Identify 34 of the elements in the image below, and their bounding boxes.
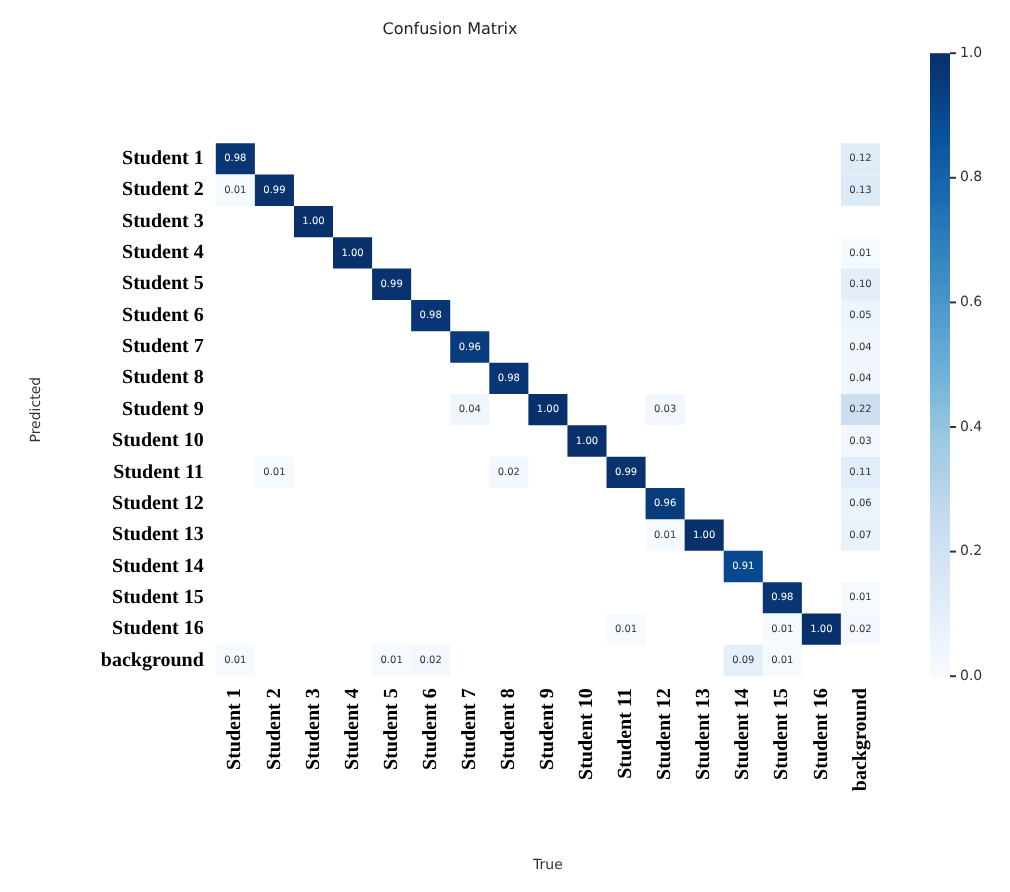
x-tick-label: Student 16 [810, 688, 833, 780]
x-tick-label: Student 7 [458, 688, 481, 770]
y-tick-label: Student 16 [112, 618, 204, 641]
x-tick-label: Student 14 [732, 688, 755, 780]
y-tick-label: Student 13 [112, 524, 204, 547]
y-tick-label: Student 2 [122, 179, 204, 202]
y-tick-label: Student 15 [112, 586, 204, 609]
y-tick-label: Student 5 [122, 273, 204, 296]
y-tick-label: Student 6 [122, 304, 204, 327]
x-tick-label: Student 3 [302, 688, 325, 770]
x-tick-label: Student 8 [497, 688, 520, 770]
x-tick-label: Student 10 [576, 688, 599, 780]
y-tick-label: Student 8 [122, 367, 204, 390]
x-tick-label: Student 2 [263, 688, 286, 770]
y-tick-label: Student 4 [122, 242, 204, 265]
y-tick-label: Student 12 [112, 492, 204, 515]
x-tick-label: Student 6 [419, 688, 442, 770]
x-tick-label: Student 13 [693, 688, 716, 780]
x-tick-label: Student 15 [771, 688, 794, 780]
y-tick-label: Student 9 [122, 398, 204, 421]
y-tick-label: Student 1 [122, 148, 204, 171]
y-tick-label: Student 11 [113, 461, 204, 484]
y-tick-label: Student 7 [122, 336, 204, 359]
x-tick-label: Student 5 [380, 688, 403, 770]
x-tick-label: Student 9 [537, 688, 560, 770]
chart-title: Confusion Matrix [382, 19, 519, 38]
x-tick-label: Student 12 [654, 688, 677, 780]
y-tick-label: Student 3 [122, 210, 204, 233]
x-tick-label: background [849, 687, 872, 792]
y-tick-label: Student 14 [112, 555, 204, 578]
y-tick-label: Student 10 [112, 430, 204, 453]
x-tick-label: Student 11 [615, 688, 638, 779]
x-tick-label: Student 4 [341, 688, 364, 770]
y-tick-label: background [100, 649, 205, 672]
